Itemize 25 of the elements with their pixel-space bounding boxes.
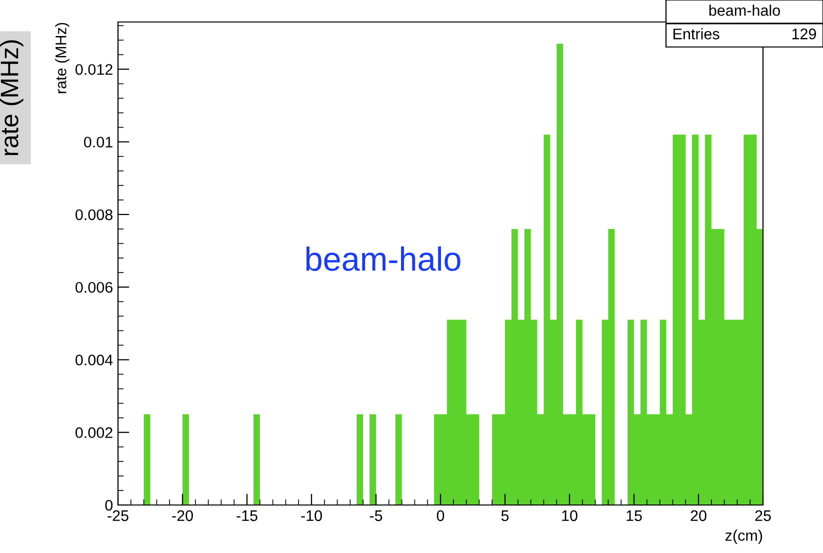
x-tick-label: 15	[626, 510, 642, 522]
x-tick-label: 10	[562, 510, 578, 522]
x-tick-label: -15	[236, 510, 258, 522]
annotation: beam-halo	[306, 246, 460, 271]
x-tick-label: -5	[370, 510, 382, 522]
x-axis-title: z(cm)	[725, 530, 762, 544]
x-tick-label: 25	[755, 510, 771, 522]
x-tick-label: 0	[436, 510, 444, 522]
y-tick-label: 0.002	[76, 427, 112, 438]
y-tick-label: 0.01	[84, 136, 112, 148]
annotation: Entries	[674, 28, 720, 40]
y-tick-label: 0.008	[76, 209, 112, 220]
y-tick-label: 0	[105, 500, 113, 511]
text: 129	[792, 28, 816, 40]
y-tick-label: 0.004	[76, 354, 113, 366]
y-axis-title: rate (MHz)	[55, 22, 70, 94]
x-tick-label: -20	[172, 510, 193, 522]
y-tick-label: 0.012	[76, 64, 112, 75]
text: rate (MHz)	[0, 40, 24, 156]
x-tick-label: -10	[301, 510, 322, 522]
y-tick-label: 0.006	[76, 282, 112, 293]
text: beam-halo	[709, 4, 780, 16]
x-tick-label: -25	[108, 510, 128, 522]
x-tick-label: 20	[690, 510, 706, 522]
x-tick-label: 5	[501, 510, 509, 522]
